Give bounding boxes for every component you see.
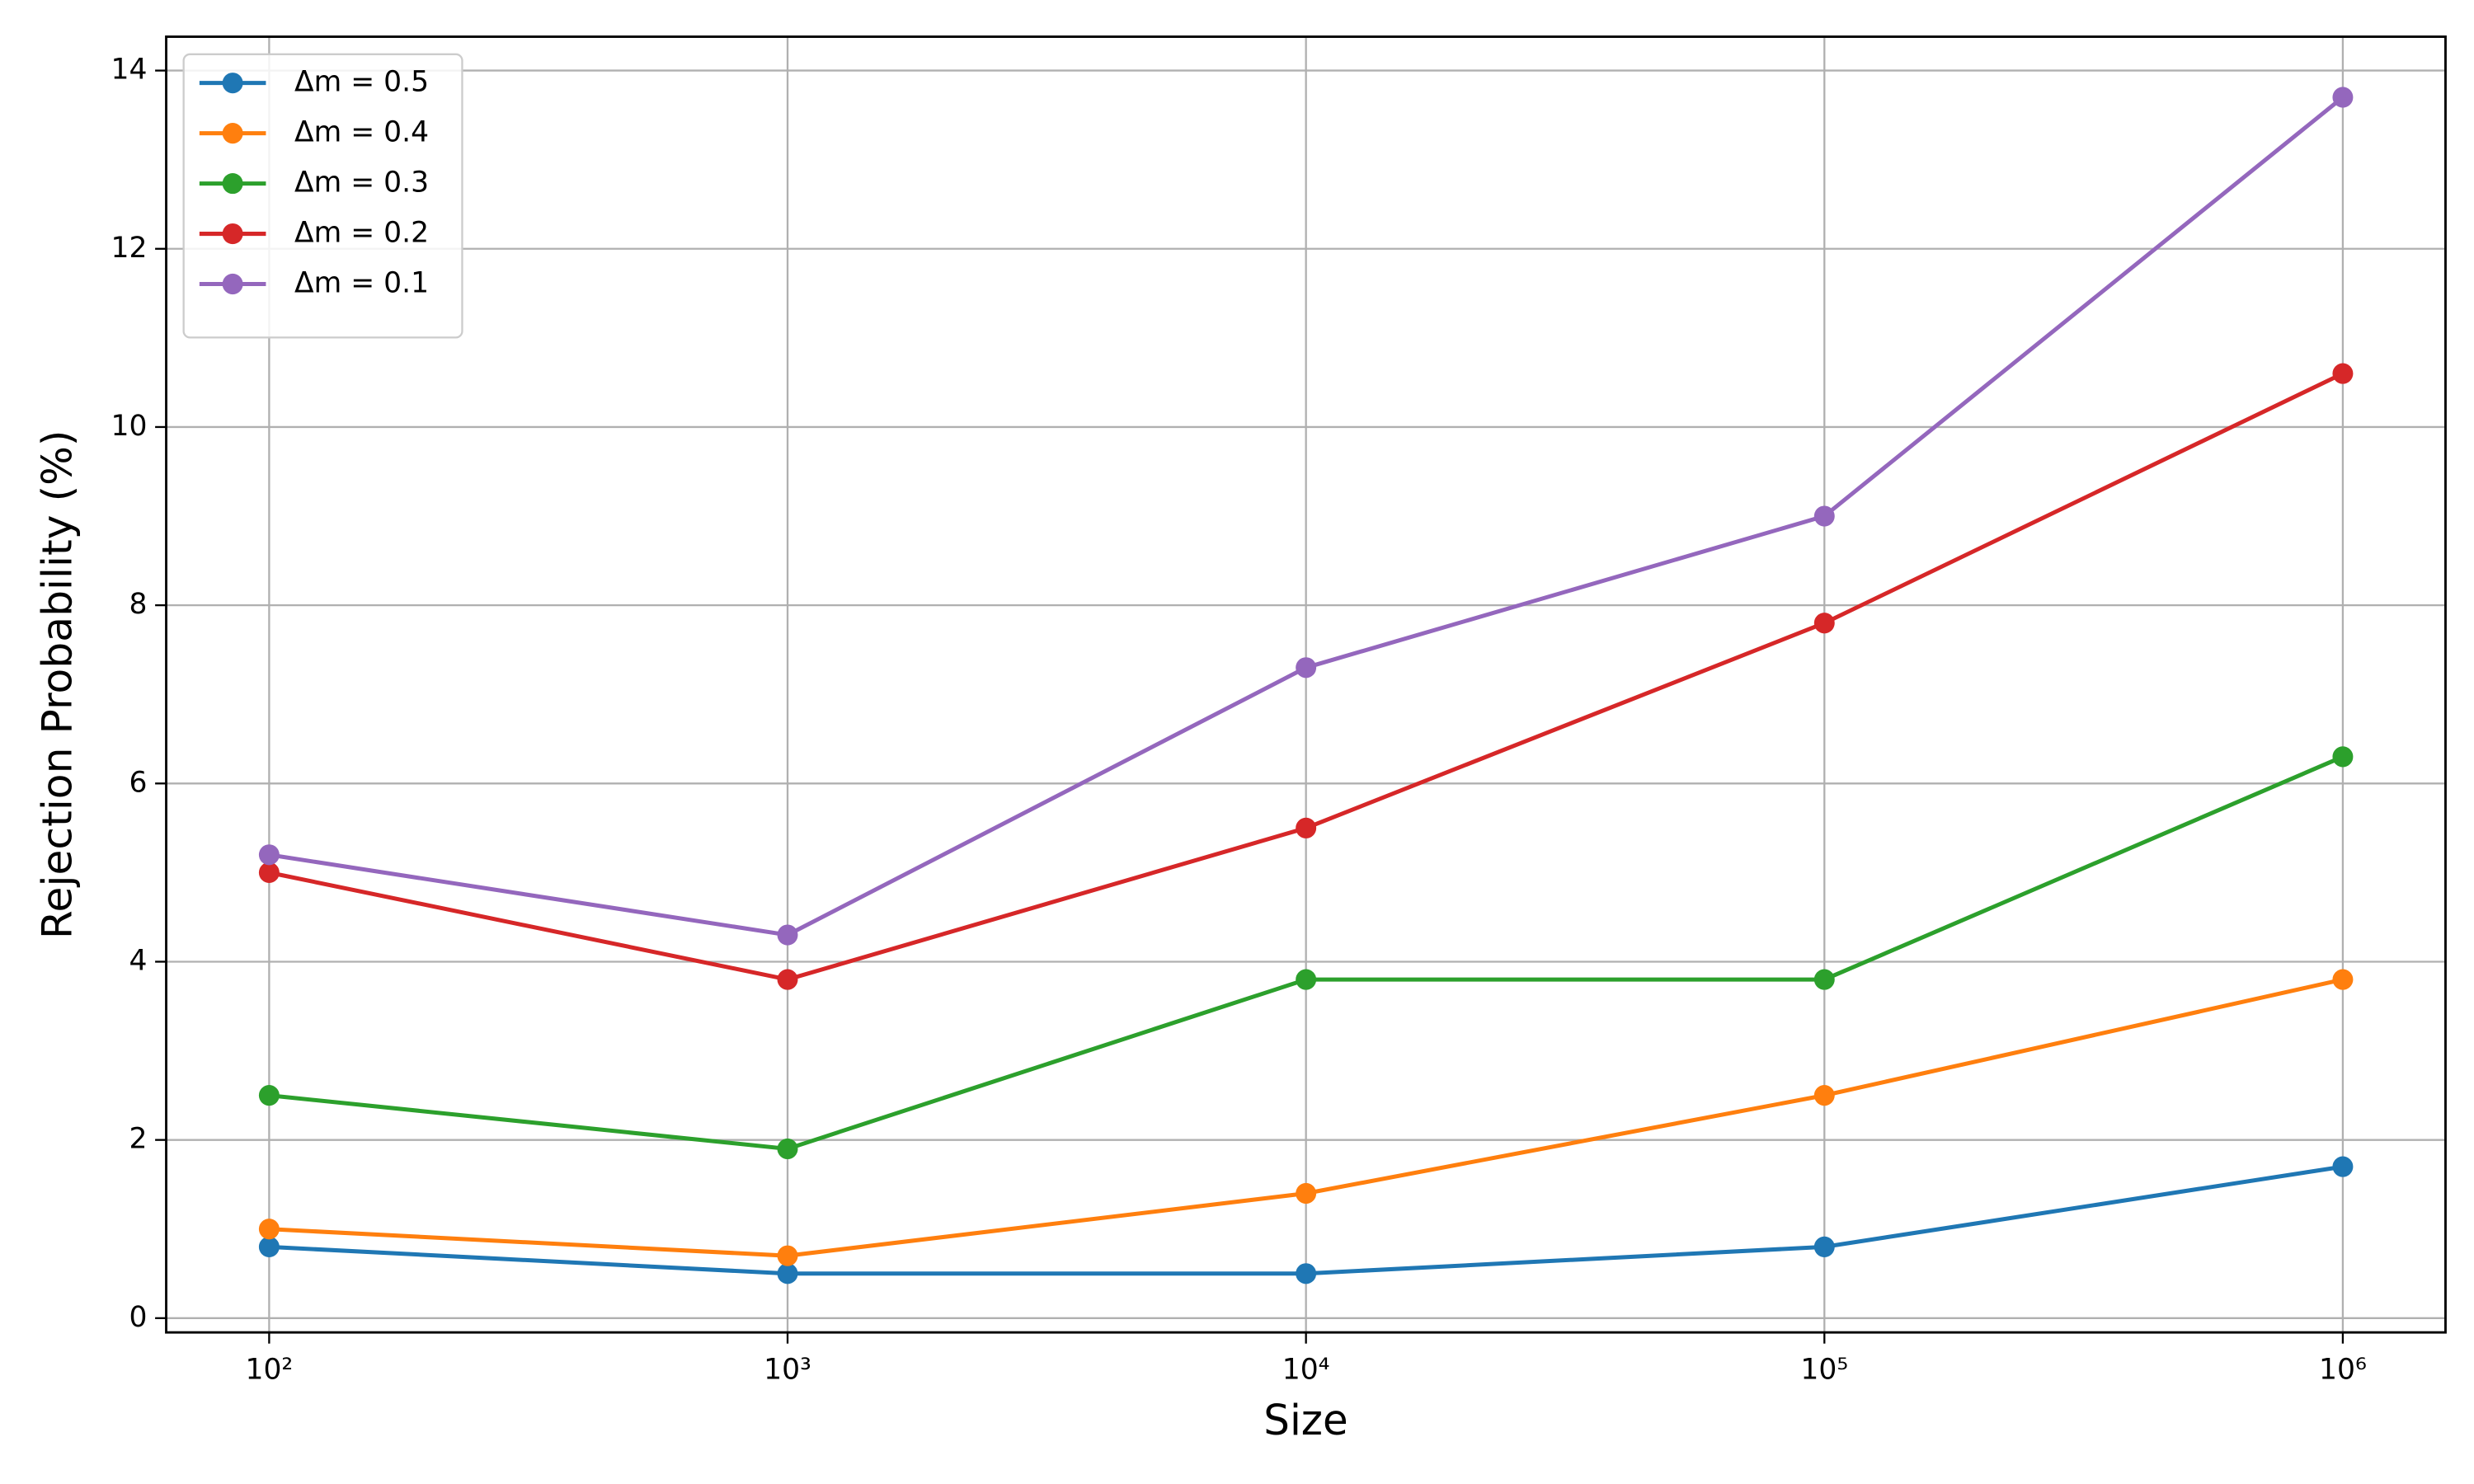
data-point [258,1219,280,1240]
data-point [1296,969,1317,990]
data-point [777,1245,798,1266]
legend-marker [222,223,243,245]
data-point [1813,1236,1835,1257]
legend-label: Δm = 0.3 [294,166,429,199]
x-tick-label: 10⁶ [2319,1353,2367,1386]
legend-label: Δm = 0.5 [294,66,429,99]
legend-label: Δm = 0.4 [294,116,429,149]
data-point [258,1085,280,1106]
y-tick-label: 10 [111,410,148,443]
legend-label: Δm = 0.1 [294,266,429,299]
data-point [2332,87,2354,108]
legend-marker [222,273,243,295]
data-point [258,862,280,883]
data-point [1296,1263,1317,1284]
data-point [2332,746,2354,768]
data-point [2332,1156,2354,1177]
data-point [258,1236,280,1257]
data-point [1296,657,1317,679]
y-tick-label: 14 [111,54,148,87]
legend: Δm = 0.5 Δm = 0.4 Δm = 0.3 Δm = 0.2 Δm = 0.1 [182,53,463,339]
legend-marker [222,173,243,195]
x-tick-label: 10² [245,1353,293,1386]
data-point [1813,1085,1835,1106]
data-point [258,844,280,866]
data-point [1813,613,1835,634]
y-tick-label: 0 [129,1301,148,1334]
legend-marker [222,123,243,144]
x-tick-label: 10³ [764,1353,811,1386]
data-point [777,969,798,990]
data-point [777,1138,798,1160]
x-tick-label: 10⁴ [1282,1353,1330,1386]
data-point [2332,969,2354,990]
legend-marker [222,73,243,94]
y-tick-label: 12 [111,232,148,265]
x-tick-label: 10⁵ [1800,1353,1848,1386]
y-tick-label: 4 [129,944,148,977]
data-point [1296,817,1317,838]
legend-label: Δm = 0.2 [294,216,429,249]
y-tick-label: 8 [129,588,148,621]
data-point [777,1263,798,1284]
data-point [1813,505,1835,527]
y-tick-label: 2 [129,1123,148,1156]
data-point [1813,969,1835,990]
y-axis-label: Rejection Probability (%) [33,430,82,939]
data-point [1296,1182,1317,1205]
data-point [777,924,798,946]
data-point [2332,363,2354,384]
x-axis-label: Size [1263,1396,1348,1444]
plot-frame [165,35,2447,1334]
legend-box [182,53,463,339]
y-tick-label: 6 [129,766,148,799]
